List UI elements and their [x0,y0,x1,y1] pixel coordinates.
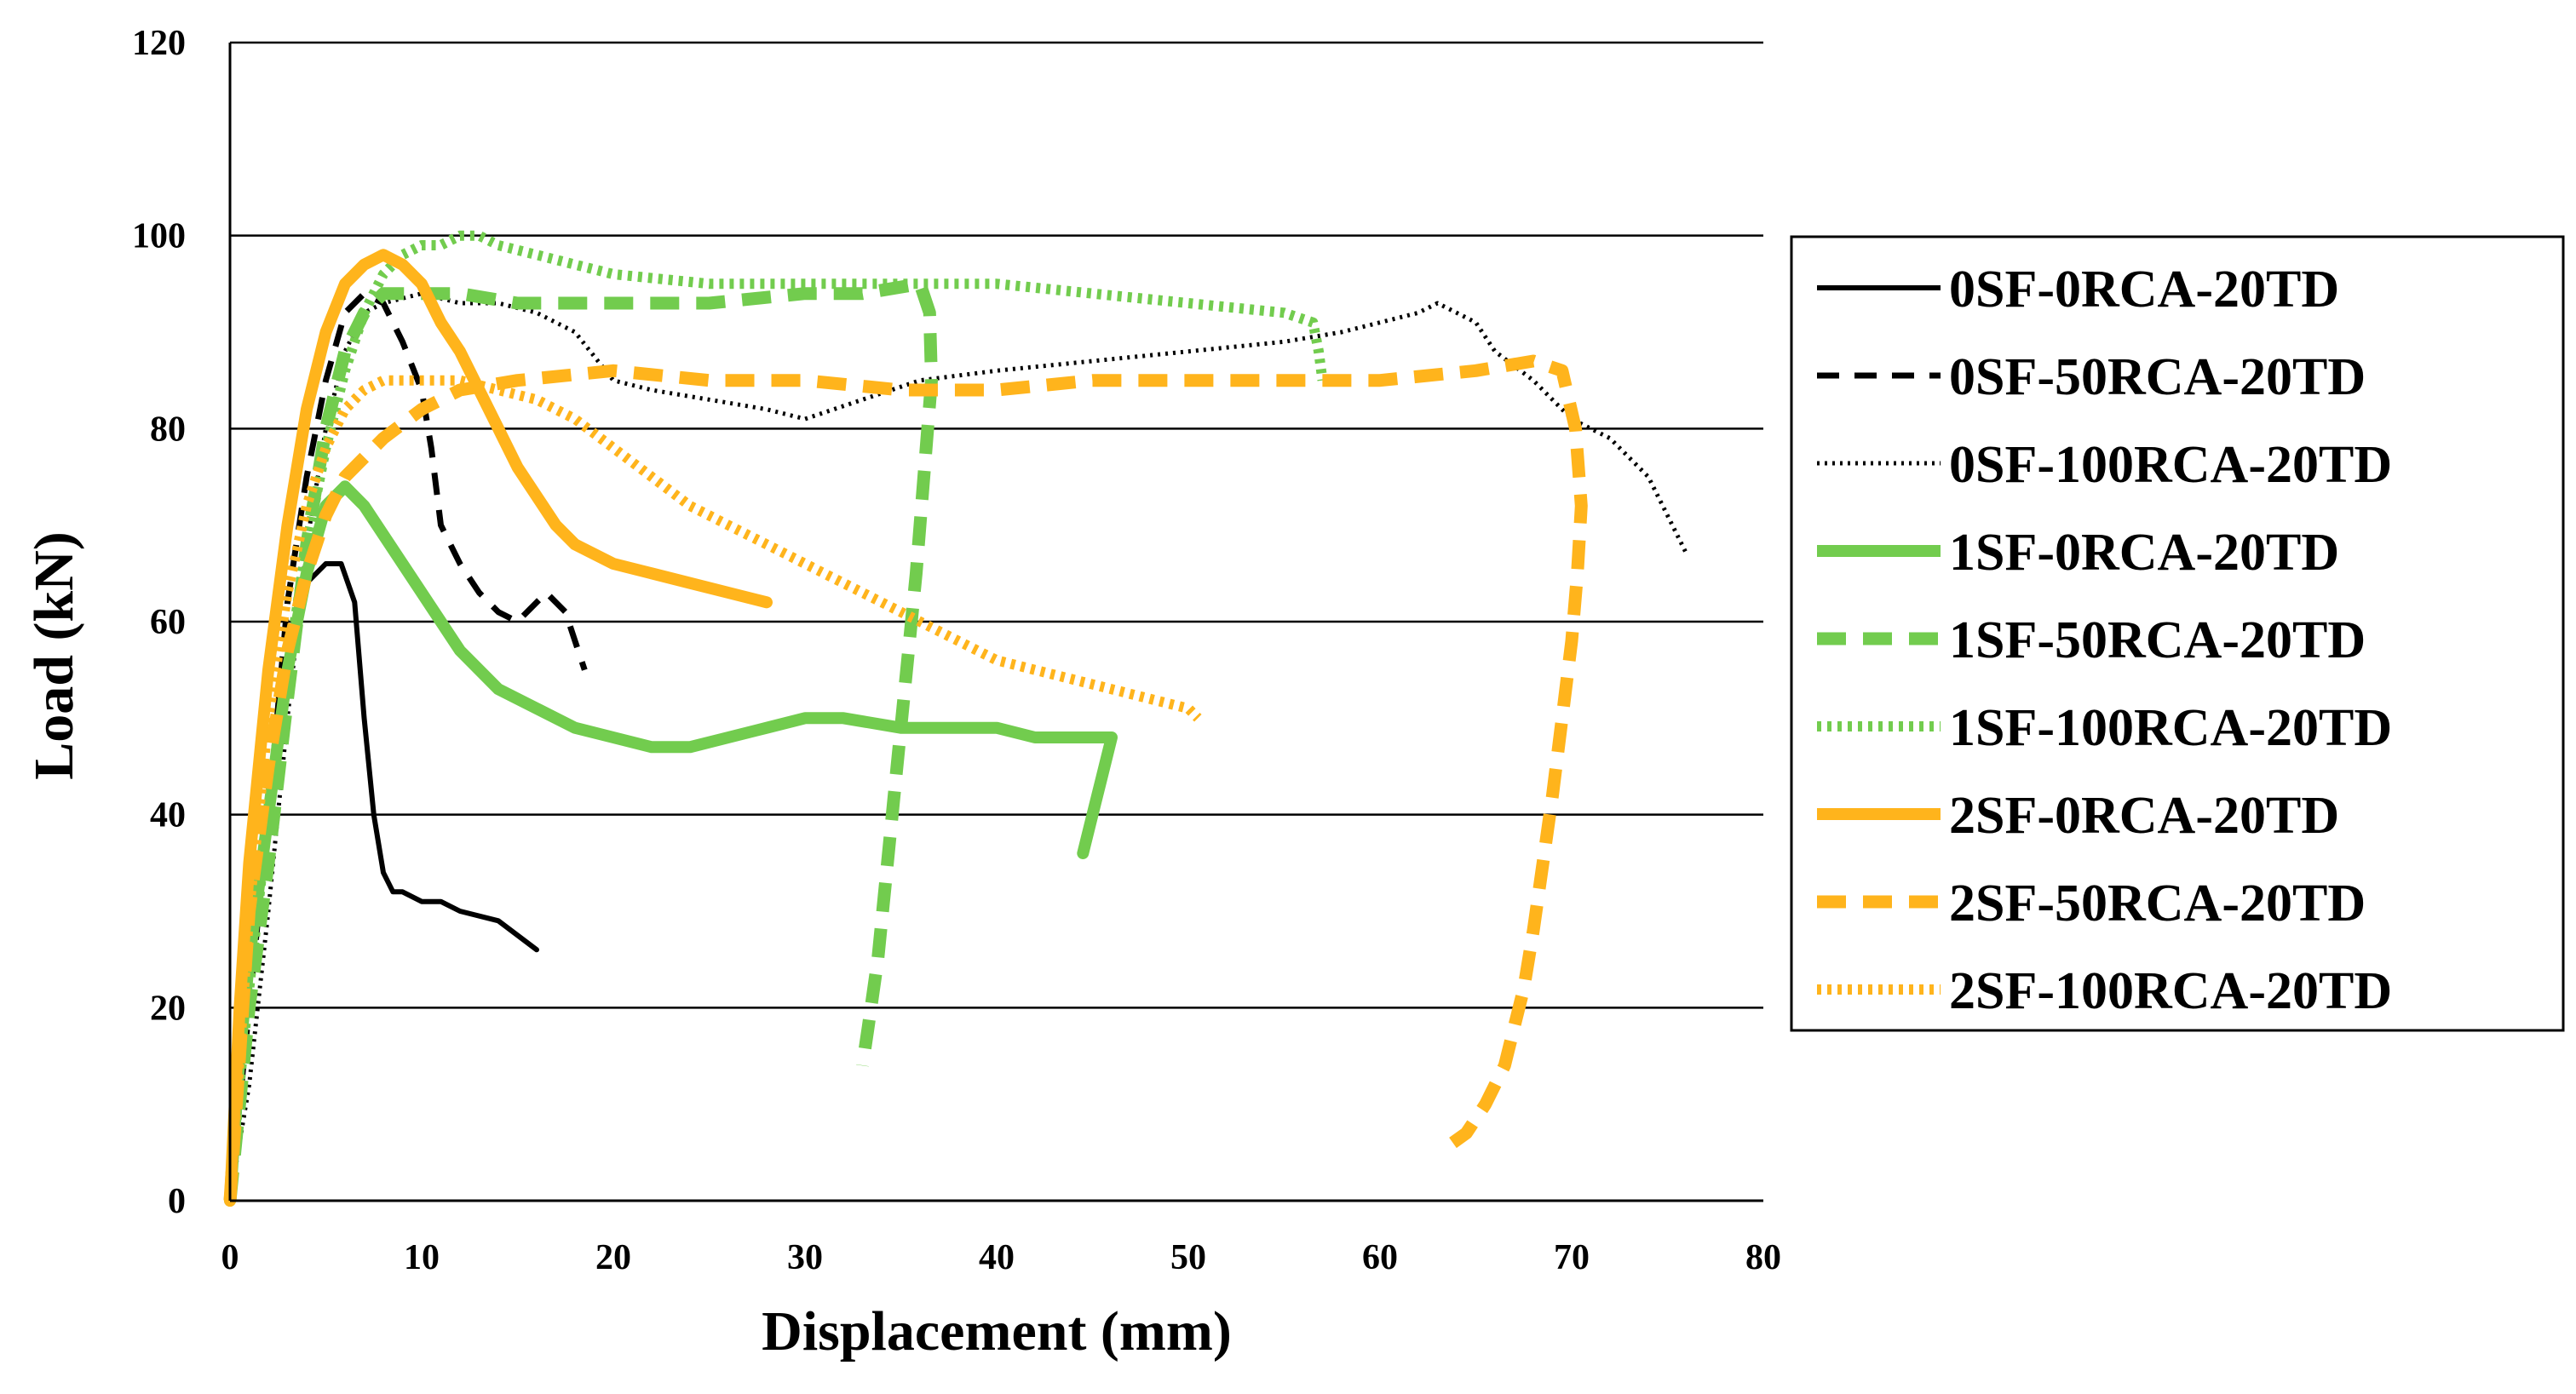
x-tick-label: 10 [404,1238,440,1277]
series-line-2sf-100rca-20td [225,375,1202,1202]
y-tick-label: 60 [150,603,186,642]
legend-label: 2SF-100RCA-20TD [1949,962,2392,1020]
legend-label: 1SF-100RCA-20TD [1949,699,2392,757]
legend-label: 0SF-50RCA-20TD [1949,348,2366,406]
gridlines [230,41,1763,1009]
series-line-2sf-0rca-20td [224,249,773,1207]
legend-label: 0SF-0RCA-20TD [1949,261,2339,318]
y-axis-title: Load (kN) [23,531,85,780]
x-tick-label: 80 [1745,1238,1781,1277]
axes-frame [228,43,1763,1202]
legend-label: 0SF-100RCA-20TD [1949,436,2392,494]
y-tick-label: 20 [150,989,186,1028]
x-axis-title: Displacement (mm) [762,1300,1232,1362]
legend-label: 1SF-50RCA-20TD [1949,611,2366,669]
legend-label: 2SF-0RCA-20TD [1949,787,2339,845]
x-tick-label: 60 [1362,1238,1398,1277]
x-tick-labels: 0 10 20 30 40 50 60 70 80 [221,1238,1782,1277]
y-tick-label: 100 [132,217,186,256]
x-tick-label: 0 [221,1238,239,1277]
legend-label: 2SF-50RCA-20TD [1949,875,2366,932]
x-tick-label: 40 [979,1238,1015,1277]
y-tick-label: 120 [132,24,186,63]
y-tick-label: 80 [150,410,186,449]
x-tick-label: 50 [1170,1238,1206,1277]
y-tick-labels: 0 20 40 60 80 100 120 [132,24,186,1221]
y-tick-label: 40 [150,796,186,835]
x-tick-label: 70 [1554,1238,1590,1277]
series-layer [223,230,1689,1207]
legend: 0SF-0RCA-20TD 0SF-50RCA-20TD 0SF-100RCA-20… [1790,235,2565,1032]
series-line-2sf-50rca-20td [223,354,1588,1202]
x-tick-label: 20 [595,1238,631,1277]
y-tick-label: 0 [168,1182,186,1221]
legend-label: 1SF-0RCA-20TD [1949,524,2339,582]
x-tick-label: 30 [787,1238,823,1277]
